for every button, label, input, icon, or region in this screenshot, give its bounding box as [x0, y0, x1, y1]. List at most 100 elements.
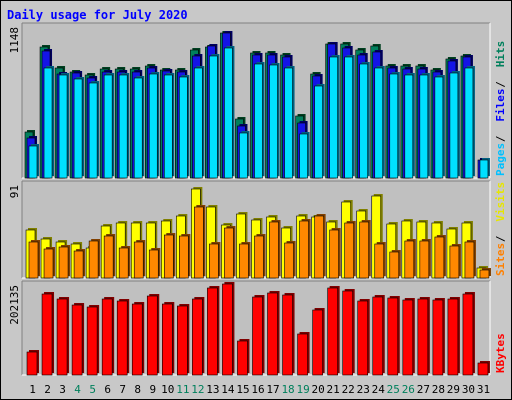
- x-tick-day-13: 13: [206, 383, 219, 396]
- bar-sites-day-10: [163, 234, 174, 279]
- x-tick-day-29: 29: [447, 383, 460, 396]
- bar-sites-day-17: [269, 221, 279, 279]
- x-tick-day-30: 30: [462, 383, 475, 396]
- bar-pages-day-19: [299, 133, 308, 179]
- x-tick-day-15: 15: [236, 383, 249, 396]
- bar-pages-day-1: [28, 145, 38, 179]
- bar-pages-day-10: [163, 74, 173, 179]
- legend-files: Files: [494, 88, 507, 121]
- svg-text:/: /: [494, 135, 507, 142]
- bar-sites-day-7: [118, 247, 129, 279]
- bar-kbytes-day-18: [282, 294, 293, 376]
- bar-kbytes-day-26: [402, 299, 414, 376]
- bar-kbytes-day-3: [56, 298, 68, 376]
- bar-pages-day-22: [344, 56, 353, 179]
- x-tick-day-8: 8: [134, 383, 141, 396]
- bar-sites-day-6: [103, 235, 114, 279]
- bar-kbytes-day-14: [222, 283, 233, 376]
- bar-kbytes-day-12: [192, 298, 203, 376]
- bar-sites-day-23: [359, 221, 370, 279]
- x-tick-day-20: 20: [312, 383, 325, 396]
- x-tick-day-27: 27: [417, 383, 430, 396]
- bar-sites-day-12: [194, 206, 204, 279]
- bar-kbytes-day-17: [267, 292, 278, 376]
- bar-sites-day-27: [419, 240, 430, 279]
- bar-kbytes-day-23: [357, 300, 369, 376]
- x-tick-day-28: 28: [432, 383, 445, 396]
- bar-sites-day-29: [449, 245, 460, 279]
- bar-sites-day-14: [224, 227, 234, 279]
- bar-kbytes-day-1: [26, 351, 38, 376]
- bar-pages-day-14: [224, 47, 233, 179]
- bar-sites-day-3: [58, 246, 69, 279]
- x-tick-day-1: 1: [29, 383, 36, 396]
- bar-kbytes-day-4: [71, 304, 83, 376]
- x-tick-day-18: 18: [281, 383, 294, 396]
- bar-kbytes-day-6: [101, 298, 113, 376]
- bar-kbytes-day-13: [207, 287, 218, 376]
- bar-kbytes-day-30: [462, 293, 474, 376]
- bar-kbytes-day-19: [297, 333, 308, 376]
- bar-sites-day-4: [73, 250, 84, 279]
- bar-sites-day-2: [43, 248, 54, 279]
- bar-kbytes-day-5: [86, 306, 98, 376]
- bar-sites-day-13: [209, 243, 219, 279]
- bar-kbytes-day-11: [177, 305, 188, 376]
- x-tick-day-17: 17: [266, 383, 279, 396]
- bar-pages-day-28: [434, 76, 444, 179]
- bar-kbytes-day-24: [372, 296, 384, 376]
- legend-kbytes: KBytes: [494, 333, 507, 373]
- bar-pages-day-15: [239, 132, 248, 179]
- bar-sites-day-20: [314, 215, 324, 279]
- bar-pages-day-5: [88, 82, 98, 179]
- bar-pages-day-8: [133, 77, 143, 179]
- legend-sites: Sites: [494, 243, 507, 276]
- bar-kbytes-day-29: [447, 298, 459, 376]
- bar-sites-day-25: [389, 251, 400, 279]
- x-tick-day-21: 21: [327, 383, 340, 396]
- x-tick-day-12: 12: [191, 383, 204, 396]
- bar-pages-day-16: [254, 63, 263, 179]
- bar-kbytes-day-8: [131, 303, 143, 376]
- x-tick-day-6: 6: [104, 383, 111, 396]
- bar-kbytes-day-25: [387, 297, 399, 376]
- bar-pages-day-31: [479, 159, 489, 179]
- bar-pages-day-29: [449, 72, 459, 179]
- x-tick-day-31: 31: [477, 383, 490, 396]
- bar-kbytes-day-28: [432, 299, 444, 376]
- x-tick-day-23: 23: [357, 383, 370, 396]
- bar-pages-day-26: [404, 74, 414, 179]
- bar-pages-day-30: [464, 67, 474, 179]
- bar-pages-day-13: [209, 55, 218, 179]
- bar-pages-day-3: [58, 74, 68, 179]
- bar-kbytes-day-22: [342, 290, 353, 376]
- legend-pages: Pages: [494, 143, 507, 176]
- bar-kbytes-day-21: [327, 287, 338, 376]
- x-tick-day-2: 2: [44, 383, 51, 396]
- x-tick-day-25: 25: [387, 383, 400, 396]
- bar-pages-day-27: [419, 74, 429, 179]
- bar-sites-day-19: [299, 220, 309, 279]
- bar-kbytes-day-15: [237, 340, 248, 376]
- bar-pages-day-25: [389, 73, 399, 179]
- x-tick-day-7: 7: [119, 383, 126, 396]
- bar-sites-day-28: [434, 236, 445, 279]
- y-max-label-hits-files-pages: 1148: [8, 27, 21, 54]
- x-tick-day-14: 14: [221, 383, 235, 396]
- legend-visits: Visits: [494, 182, 507, 222]
- legend-hits: Hits: [494, 41, 507, 68]
- x-tick-day-4: 4: [74, 383, 81, 396]
- bar-kbytes-day-2: [41, 293, 53, 376]
- x-tick-day-11: 11: [176, 383, 189, 396]
- svg-text:/: /: [494, 235, 507, 242]
- bar-sites-day-21: [329, 229, 339, 279]
- bar-kbytes-day-27: [417, 298, 429, 376]
- bar-pages-day-17: [269, 64, 278, 179]
- bar-sites-day-30: [464, 241, 475, 279]
- svg-text:/: /: [494, 81, 507, 88]
- bar-sites-day-16: [254, 235, 264, 279]
- bar-pages-day-2: [43, 67, 53, 179]
- bar-sites-day-8: [133, 241, 144, 279]
- bar-pages-day-21: [329, 56, 338, 179]
